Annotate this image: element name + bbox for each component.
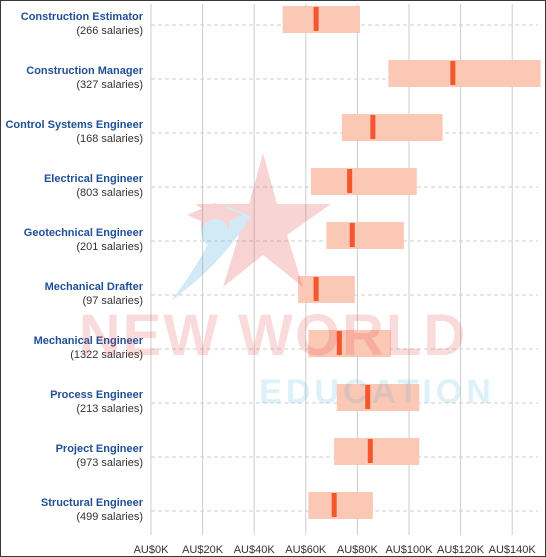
median-marker [367,439,373,463]
salary-range-bar [326,222,404,249]
median-marker [349,223,355,247]
salary-count-label: (213 salaries) [76,403,143,415]
job-title-label: Construction Estimator [21,11,144,23]
job-title-label: Mechanical Drafter [45,281,144,293]
salary-range-bar [336,384,420,411]
median-marker [313,277,319,301]
x-tick-label: AU$0K [134,544,170,556]
job-title-label: Electrical Engineer [44,173,144,185]
job-title-label: Geotechnical Engineer [24,227,144,239]
grid-layer [150,4,513,535]
salary-count-label: (266 salaries) [76,25,143,37]
salary-count-label: (973 salaries) [76,457,143,469]
salary-count-label: (201 salaries) [76,241,143,253]
salary-range-bar [341,114,443,141]
watermark: NEW WORLD EDUCATION [79,153,495,411]
median-marker [450,61,456,85]
salary-count-label: (1322 salaries) [70,349,143,361]
row-label-layer: Construction Estimator (266 salaries) Cons… [5,11,143,523]
watermark-line-2: EDUCATION [259,373,495,411]
salary-range-bar [308,330,391,357]
salary-count-label: (327 salaries) [76,79,143,91]
salary-count-label: (97 salaries) [82,295,143,307]
x-tick-label: AU$80K [337,544,379,556]
median-marker [336,331,342,355]
salary-count-label: (803 salaries) [76,187,143,199]
salary-range-bar [282,6,360,33]
job-title-label: Project Engineer [56,443,144,455]
salary-count-label: (499 salaries) [76,511,143,523]
x-tick-label: AU$140K [489,544,537,556]
x-axis-tick-layer: AU$0K AU$20K AU$40K AU$60K AU$80K AU$100K AU$1… [134,544,537,556]
graduation-cap-star-logo-icon [171,153,331,301]
job-title-label: Control Systems Engineer [5,119,143,131]
median-marker [313,7,319,31]
x-tick-label: AU$20K [182,544,224,556]
watermark-line-1: NEW WORLD [79,303,468,368]
row-divider-layer [151,24,538,512]
salary-range-bar [388,60,541,87]
salary-range-bar [308,492,373,519]
bar-layer [282,6,541,519]
job-title-label: Construction Manager [26,65,143,77]
x-tick-label: AU$100K [385,544,433,556]
x-tick-label: AU$60K [285,544,327,556]
job-title-label: Structural Engineer [41,497,144,509]
median-marker [365,385,371,409]
salary-range-bar [298,276,355,303]
job-title-label: Process Engineer [50,389,144,401]
median-marker [331,493,337,517]
salary-range-bar [334,438,420,465]
salary-count-label: (168 salaries) [76,133,143,145]
median-marker [370,115,376,139]
x-tick-label: AU$40K [234,544,276,556]
median-marker [347,169,353,193]
x-tick-label: AU$120K [437,544,485,556]
job-title-label: Mechanical Engineer [34,335,144,347]
salary-range-bar [310,168,417,195]
